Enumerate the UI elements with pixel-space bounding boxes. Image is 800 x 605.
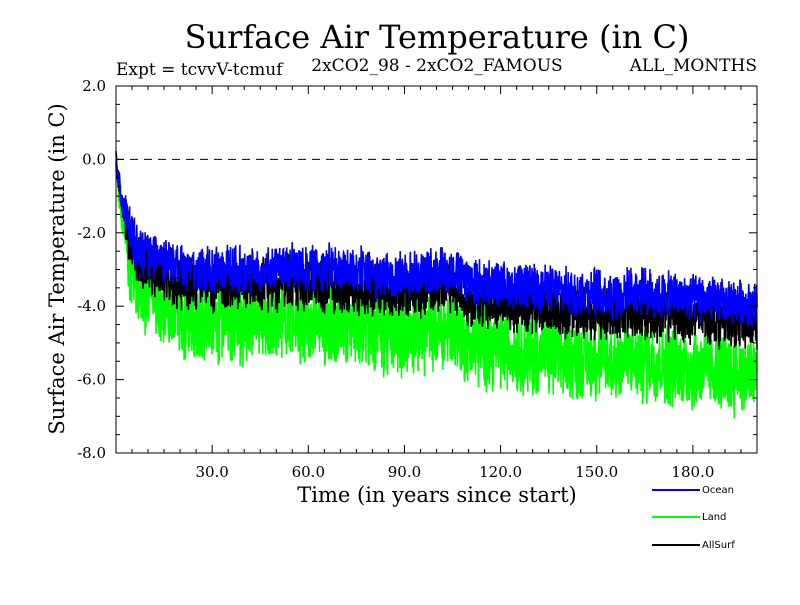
subtitle-months: ALL_MONTHS xyxy=(629,56,757,76)
y-tick-label: 2.0 xyxy=(82,77,106,95)
x-tick-label: 60.0 xyxy=(292,463,325,481)
y-axis-label: Surface Air Temperature (in C) xyxy=(45,103,69,434)
legend-label-ocean: Ocean xyxy=(702,485,734,496)
series-line-ocean xyxy=(115,159,758,327)
x-tick-label: 90.0 xyxy=(388,463,421,481)
legend-label-allsurf: AllSurf xyxy=(702,540,735,551)
series-line-land xyxy=(115,154,758,419)
subtitle-expt: Expt = tcvvV-tcmuf xyxy=(116,60,284,80)
x-tick-label: 180.0 xyxy=(671,463,714,481)
y-tick-label: -8.0 xyxy=(77,444,106,462)
y-tick-label: -6.0 xyxy=(77,371,106,389)
series-layer xyxy=(115,151,758,419)
legend: Ocean Land AllSurf xyxy=(652,485,735,551)
y-tick-label: 0.0 xyxy=(82,150,106,168)
x-tick-label: 30.0 xyxy=(195,463,228,481)
x-tick-label: 150.0 xyxy=(575,463,618,481)
chart-title: Surface Air Temperature (in C) xyxy=(185,18,690,56)
axis-layer: 2.0 0.0 -2.0 -4.0 -6.0 -8.0 30.0 60.0 90.0 120.0 1… xyxy=(77,77,757,481)
y-tick-label: -4.0 xyxy=(77,297,106,315)
x-axis-label: Time (in years since start) xyxy=(297,483,576,507)
subtitle-comparison: 2xCO2_98 - 2xCO2_FAMOUS xyxy=(311,56,562,76)
y-tick-label: -2.0 xyxy=(77,224,106,242)
x-tick-label: 120.0 xyxy=(479,463,522,481)
legend-label-land: Land xyxy=(702,512,726,523)
